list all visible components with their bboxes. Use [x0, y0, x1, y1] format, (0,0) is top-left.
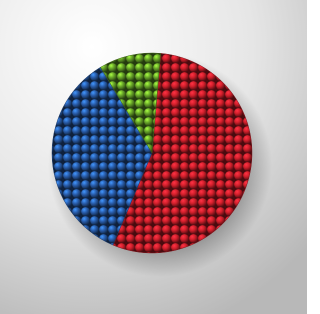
page: (() => { const data = JSON.parse(documen…	[0, 0, 307, 314]
chart	[0, 0, 307, 314]
pie	[52, 53, 252, 253]
